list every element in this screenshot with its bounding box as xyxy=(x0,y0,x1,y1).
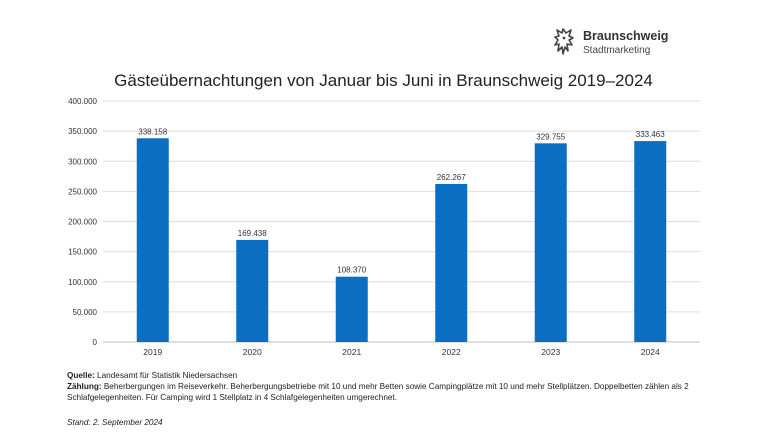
x-tick-label: 2024 xyxy=(641,347,660,357)
y-tick-label: 250.000 xyxy=(68,187,97,196)
stand-date: Stand: 2. September 2024 xyxy=(67,418,163,427)
logo-subtitle: Stadtmarketing xyxy=(583,45,651,56)
y-tick-label: 50.000 xyxy=(73,308,98,317)
data-label: 262.267 xyxy=(437,173,466,182)
source-text: Landesamt für Statistik Niedersachsen xyxy=(97,371,238,380)
data-label: 169.438 xyxy=(238,229,267,238)
bar-2024 xyxy=(634,141,667,342)
count-label: Zählung: xyxy=(67,382,102,391)
bar-2023 xyxy=(534,143,567,342)
bar-chart: 0 50.000 100.000 150.000 200.000 250.000 300.0… xyxy=(68,97,700,357)
y-tick-label: 350.000 xyxy=(68,127,97,136)
bar-2020 xyxy=(236,239,269,342)
logo-name: Braunschweig xyxy=(583,29,669,43)
data-label: 338.158 xyxy=(138,127,167,136)
y-tick-label: 100.000 xyxy=(68,278,97,287)
y-tick-label: 0 xyxy=(93,338,98,347)
source-label: Quelle: xyxy=(67,371,95,380)
x-tick-label: 2023 xyxy=(541,347,560,357)
bar-2019 xyxy=(136,138,169,342)
footer-notes: Quelle: Landesamt für Statistik Niedersa… xyxy=(67,370,757,403)
y-tick-label: 300.000 xyxy=(68,157,97,166)
y-tick-label: 200.000 xyxy=(68,218,97,227)
x-tick-label: 2022 xyxy=(442,347,461,357)
data-label: 333.463 xyxy=(636,130,665,139)
lion-icon xyxy=(554,28,574,55)
y-tick-label: 150.000 xyxy=(68,248,97,257)
bar-2022 xyxy=(435,183,468,342)
chart-title: Gästeübernachtungen von Januar bis Juni … xyxy=(114,71,653,90)
count-text: Beherbergungen im Reiseverkehr. Beherber… xyxy=(67,382,689,402)
x-tick-label: 2019 xyxy=(143,347,162,357)
y-tick-label: 400.000 xyxy=(68,97,97,106)
data-label: 108.370 xyxy=(337,266,366,275)
source-line: Quelle: Landesamt für Statistik Niedersa… xyxy=(67,370,757,381)
bar-2021 xyxy=(335,276,368,342)
x-tick-label: 2021 xyxy=(342,347,361,357)
x-tick-label: 2020 xyxy=(243,347,262,357)
braunschweig-logo: Braunschweig Stadtmarketing xyxy=(553,27,673,61)
count-line: Zählung: Beherbergungen im Reiseverkehr.… xyxy=(67,381,757,403)
data-label: 329.755 xyxy=(536,132,565,141)
